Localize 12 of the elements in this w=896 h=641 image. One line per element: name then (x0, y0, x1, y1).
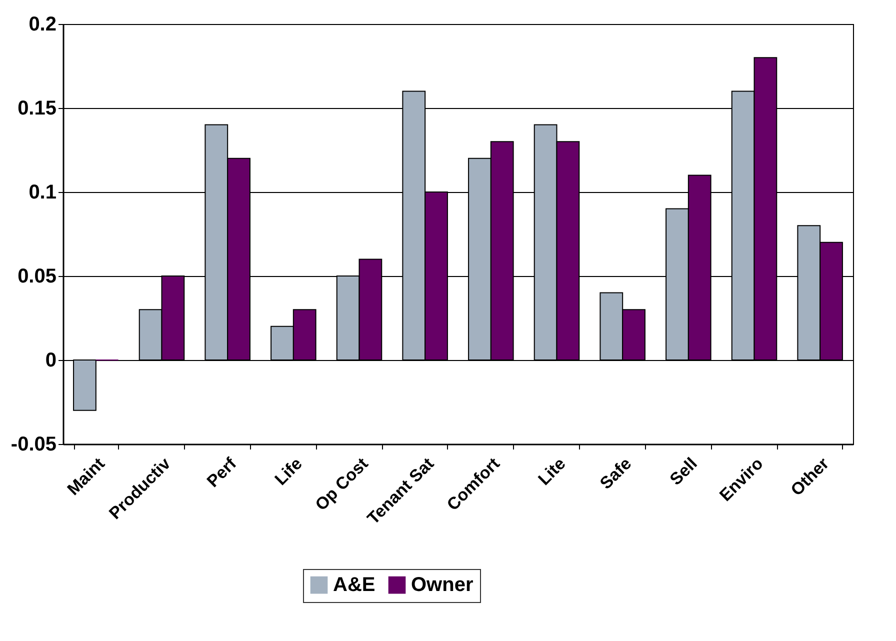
x-tick-label: Lite (534, 454, 570, 489)
y-tick-label: 0.1 (28, 182, 56, 204)
x-tick-label: Sell (666, 454, 701, 489)
y-tick-label: 0 (45, 350, 56, 372)
y-tick-label: 0.2 (28, 14, 56, 36)
y-tick-label: -0.05 (10, 434, 56, 456)
y-tick-label: 0.15 (18, 98, 56, 120)
x-tick-label: Life (271, 454, 306, 489)
legend-label: Owner (411, 574, 474, 596)
y-tick-label: 0.05 (18, 266, 56, 288)
legend-label: A&E (333, 574, 376, 596)
x-tick-label: Safe (596, 454, 636, 493)
